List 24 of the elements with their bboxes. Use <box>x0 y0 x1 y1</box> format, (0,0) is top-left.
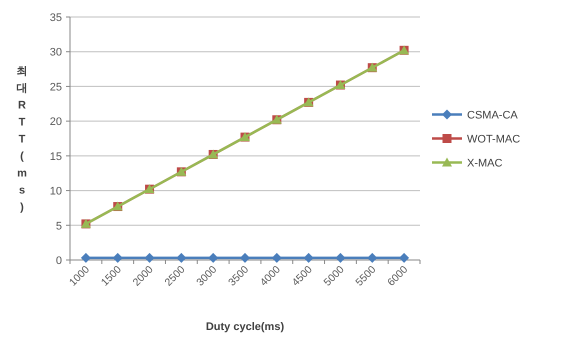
y-tick-label: 20 <box>50 116 62 128</box>
point <box>208 252 218 263</box>
y-tick-label: 5 <box>56 220 62 232</box>
y-tick-label: 30 <box>50 46 62 59</box>
text: 최대RTT(ms) <box>16 66 28 214</box>
legend-label: WOT-MAC <box>467 134 520 146</box>
point <box>80 252 91 263</box>
x-axis-title: Duty cycle(ms) <box>206 321 284 333</box>
point <box>240 252 250 263</box>
legend-label: X-MAC <box>467 158 502 170</box>
point <box>399 252 410 263</box>
point <box>144 252 155 263</box>
y-tick-label: 10 <box>50 186 62 198</box>
legend-label: CSMA-CA <box>467 110 518 122</box>
y-tick-label: 25 <box>50 81 62 94</box>
point <box>112 252 123 263</box>
point <box>176 252 186 263</box>
y-tick-label: 0 <box>56 255 62 267</box>
point <box>335 252 346 263</box>
point <box>304 252 314 263</box>
point <box>367 252 378 263</box>
y-tick-label: 35 <box>50 12 62 24</box>
y-tick-label: 15 <box>50 150 62 163</box>
point <box>272 252 282 263</box>
